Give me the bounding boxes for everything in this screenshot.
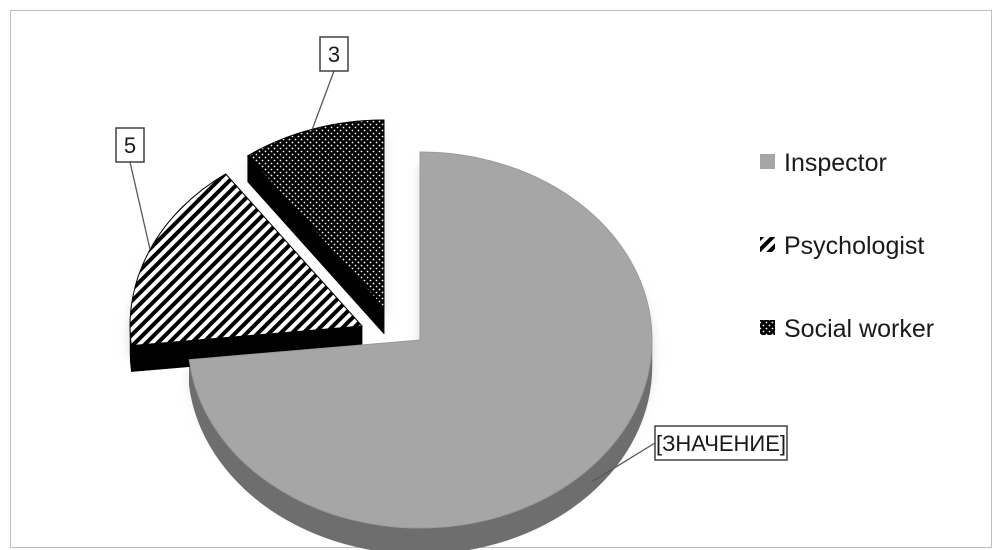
slice-inspector (188, 151, 653, 529)
legend-swatch-psychologist (760, 237, 775, 252)
data-labels: [ЗНАЧЕНИЕ] 5 3 (115, 36, 788, 482)
legend-item-inspector: Inspector (760, 149, 887, 177)
data-label-text-psychologist: 5 (124, 133, 136, 158)
legend-label-psychologist: Psychologist (784, 232, 924, 260)
data-label-box-psychologist (115, 127, 145, 163)
leader-line-psychologist (129, 161, 151, 250)
slice-psychologist (129, 173, 364, 347)
legend-item-social-worker: Social worker (760, 315, 934, 343)
data-label-psychologist: 5 (115, 127, 151, 250)
data-label-text-inspector: [ЗНАЧЕНИЕ] (656, 431, 786, 456)
slice-tops (129, 119, 653, 529)
slice-social-worker (246, 119, 385, 310)
leader-line-inspector (592, 442, 656, 482)
legend-label-inspector: Inspector (784, 149, 887, 177)
leader-line-social-worker (311, 70, 335, 130)
data-label-social-worker: 3 (311, 36, 349, 130)
legend-label-social-worker: Social worker (784, 315, 934, 343)
data-label-box-social-worker (319, 36, 349, 72)
data-label-inspector: [ЗНАЧЕНИЕ] (592, 425, 788, 482)
legend-item-psychologist: Psychologist (760, 232, 924, 260)
data-label-text-social-worker: 3 (328, 42, 340, 67)
legend-swatch-social-worker (760, 320, 775, 335)
legend: Inspector Psychologist Social worker (760, 149, 934, 343)
legend-swatch-inspector (760, 154, 775, 169)
data-label-box-inspector (654, 425, 788, 461)
